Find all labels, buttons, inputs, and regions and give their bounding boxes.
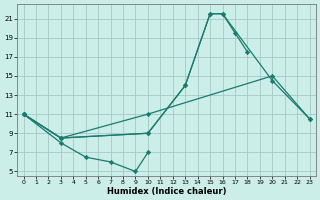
X-axis label: Humidex (Indice chaleur): Humidex (Indice chaleur) xyxy=(107,187,226,196)
